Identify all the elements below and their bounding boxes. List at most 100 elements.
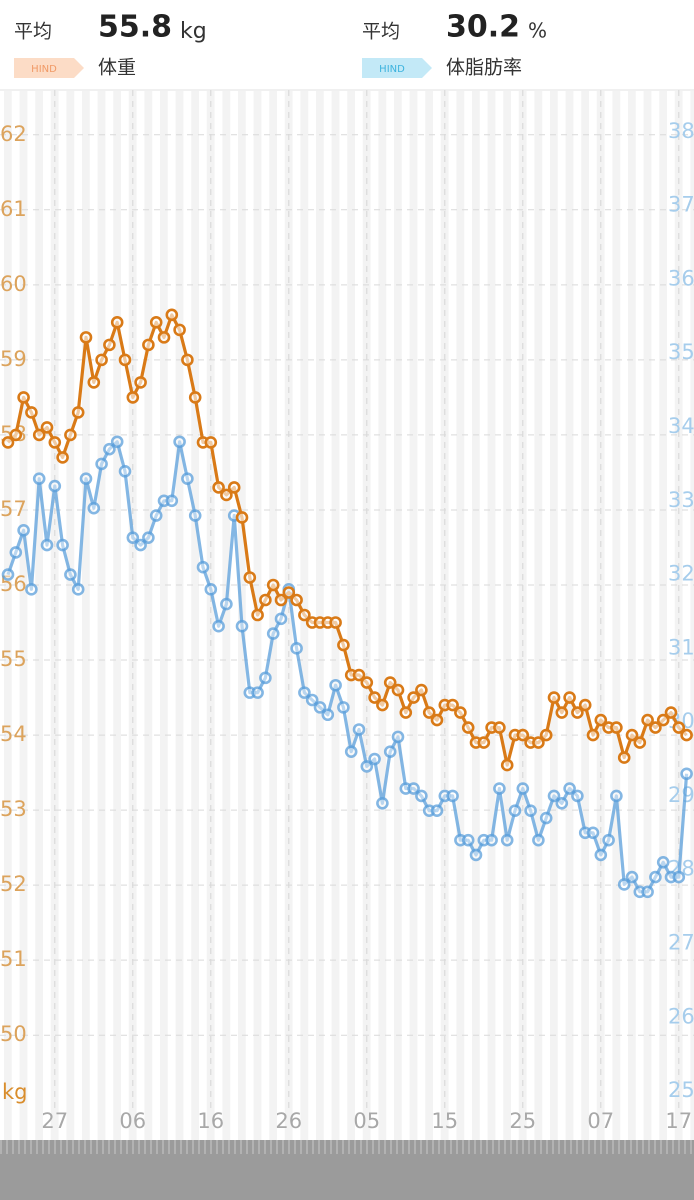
data-point <box>586 826 600 840</box>
data-point <box>251 608 264 622</box>
data-point <box>266 578 280 592</box>
data-point <box>625 728 639 742</box>
data-point <box>461 721 475 734</box>
data-point <box>126 531 140 544</box>
data-point <box>251 686 264 699</box>
data-point <box>602 833 615 847</box>
data-point <box>563 782 576 795</box>
data-point <box>578 698 592 712</box>
data-point <box>649 870 662 884</box>
data-point <box>71 583 85 596</box>
data-point <box>383 745 397 758</box>
data-point <box>376 796 389 810</box>
data-point <box>313 701 327 714</box>
data-point <box>64 428 77 442</box>
data-point <box>32 472 46 485</box>
data-point <box>633 736 647 749</box>
data-point <box>672 721 686 734</box>
data-point <box>204 436 218 449</box>
data-point <box>87 501 101 515</box>
data-point <box>617 751 631 764</box>
data-point <box>95 353 108 367</box>
data-point <box>290 593 303 607</box>
data-point <box>555 796 569 810</box>
data-point <box>415 789 428 803</box>
data-point <box>32 428 46 442</box>
data-point <box>563 691 576 704</box>
y-tick-label: 61 <box>0 197 27 221</box>
data-point <box>9 428 23 442</box>
data-point <box>617 878 631 891</box>
data-point <box>64 568 77 581</box>
data-point <box>220 488 233 502</box>
plot: 2706162605152507175051525354555657585960… <box>0 90 694 1133</box>
data-point <box>399 706 413 719</box>
x-tick-label: 06 <box>119 1109 146 1133</box>
y-tick-label: 55 <box>0 647 27 671</box>
data-point <box>282 586 296 599</box>
data-point <box>539 811 553 825</box>
data-point <box>149 509 163 522</box>
data-point <box>539 728 553 742</box>
avg-value: 55.8 <box>98 10 172 45</box>
data-point <box>555 706 569 719</box>
tag-text: HIND <box>31 64 57 75</box>
data-point <box>212 619 225 633</box>
data-point <box>485 833 498 847</box>
avg-unit: kg <box>180 19 207 44</box>
data-point <box>641 885 654 899</box>
data-point <box>625 870 639 884</box>
x-tick-label: 16 <box>197 1109 224 1133</box>
data-point <box>477 736 491 749</box>
data-point <box>220 597 233 611</box>
data-point <box>1 436 15 449</box>
data-point <box>571 706 584 719</box>
data-point <box>656 713 670 727</box>
data-point <box>337 638 350 652</box>
avg-label: 平均 <box>14 21 52 43</box>
tag <box>362 58 432 78</box>
data-point <box>360 676 374 689</box>
data-point <box>17 391 30 404</box>
y2-tick-label: 34 <box>668 414 694 438</box>
data-point <box>594 713 608 727</box>
data-point <box>204 583 218 596</box>
data-point <box>524 804 537 817</box>
x-tick-label: 25 <box>509 1109 536 1133</box>
data-point <box>376 698 389 712</box>
x-tick-label: 17 <box>665 1109 692 1133</box>
data-point <box>40 421 54 434</box>
avg-value: 30.2 <box>446 10 520 45</box>
avg-label: 平均 <box>362 21 400 43</box>
x-tick-label: 26 <box>275 1109 302 1133</box>
data-point <box>188 509 202 522</box>
y-tick-label: 59 <box>0 347 27 371</box>
data-point <box>110 435 124 449</box>
data-point <box>352 668 366 682</box>
data-point <box>87 376 101 389</box>
data-point <box>157 331 171 344</box>
data-point <box>368 752 381 766</box>
data-point <box>422 706 436 719</box>
data-point <box>9 546 23 559</box>
data-point <box>212 481 225 494</box>
data-point <box>532 833 545 847</box>
data-point <box>407 691 420 704</box>
data-point <box>547 789 561 803</box>
y-unit: kg <box>2 1080 28 1104</box>
data-point <box>48 436 62 449</box>
y-tick-label: 54 <box>0 722 27 746</box>
y2-tick-label: 37 <box>668 193 694 217</box>
data-point <box>430 804 444 817</box>
data-point <box>79 472 93 485</box>
data-point <box>118 464 132 478</box>
y2-tick-label: 36 <box>668 266 694 290</box>
data-point <box>329 616 342 629</box>
data-point <box>493 721 506 734</box>
data-point <box>110 316 124 329</box>
data-point <box>181 353 194 367</box>
data-point <box>298 608 311 622</box>
data-point <box>290 642 303 655</box>
series-name: 体脂肪率 <box>446 57 522 79</box>
